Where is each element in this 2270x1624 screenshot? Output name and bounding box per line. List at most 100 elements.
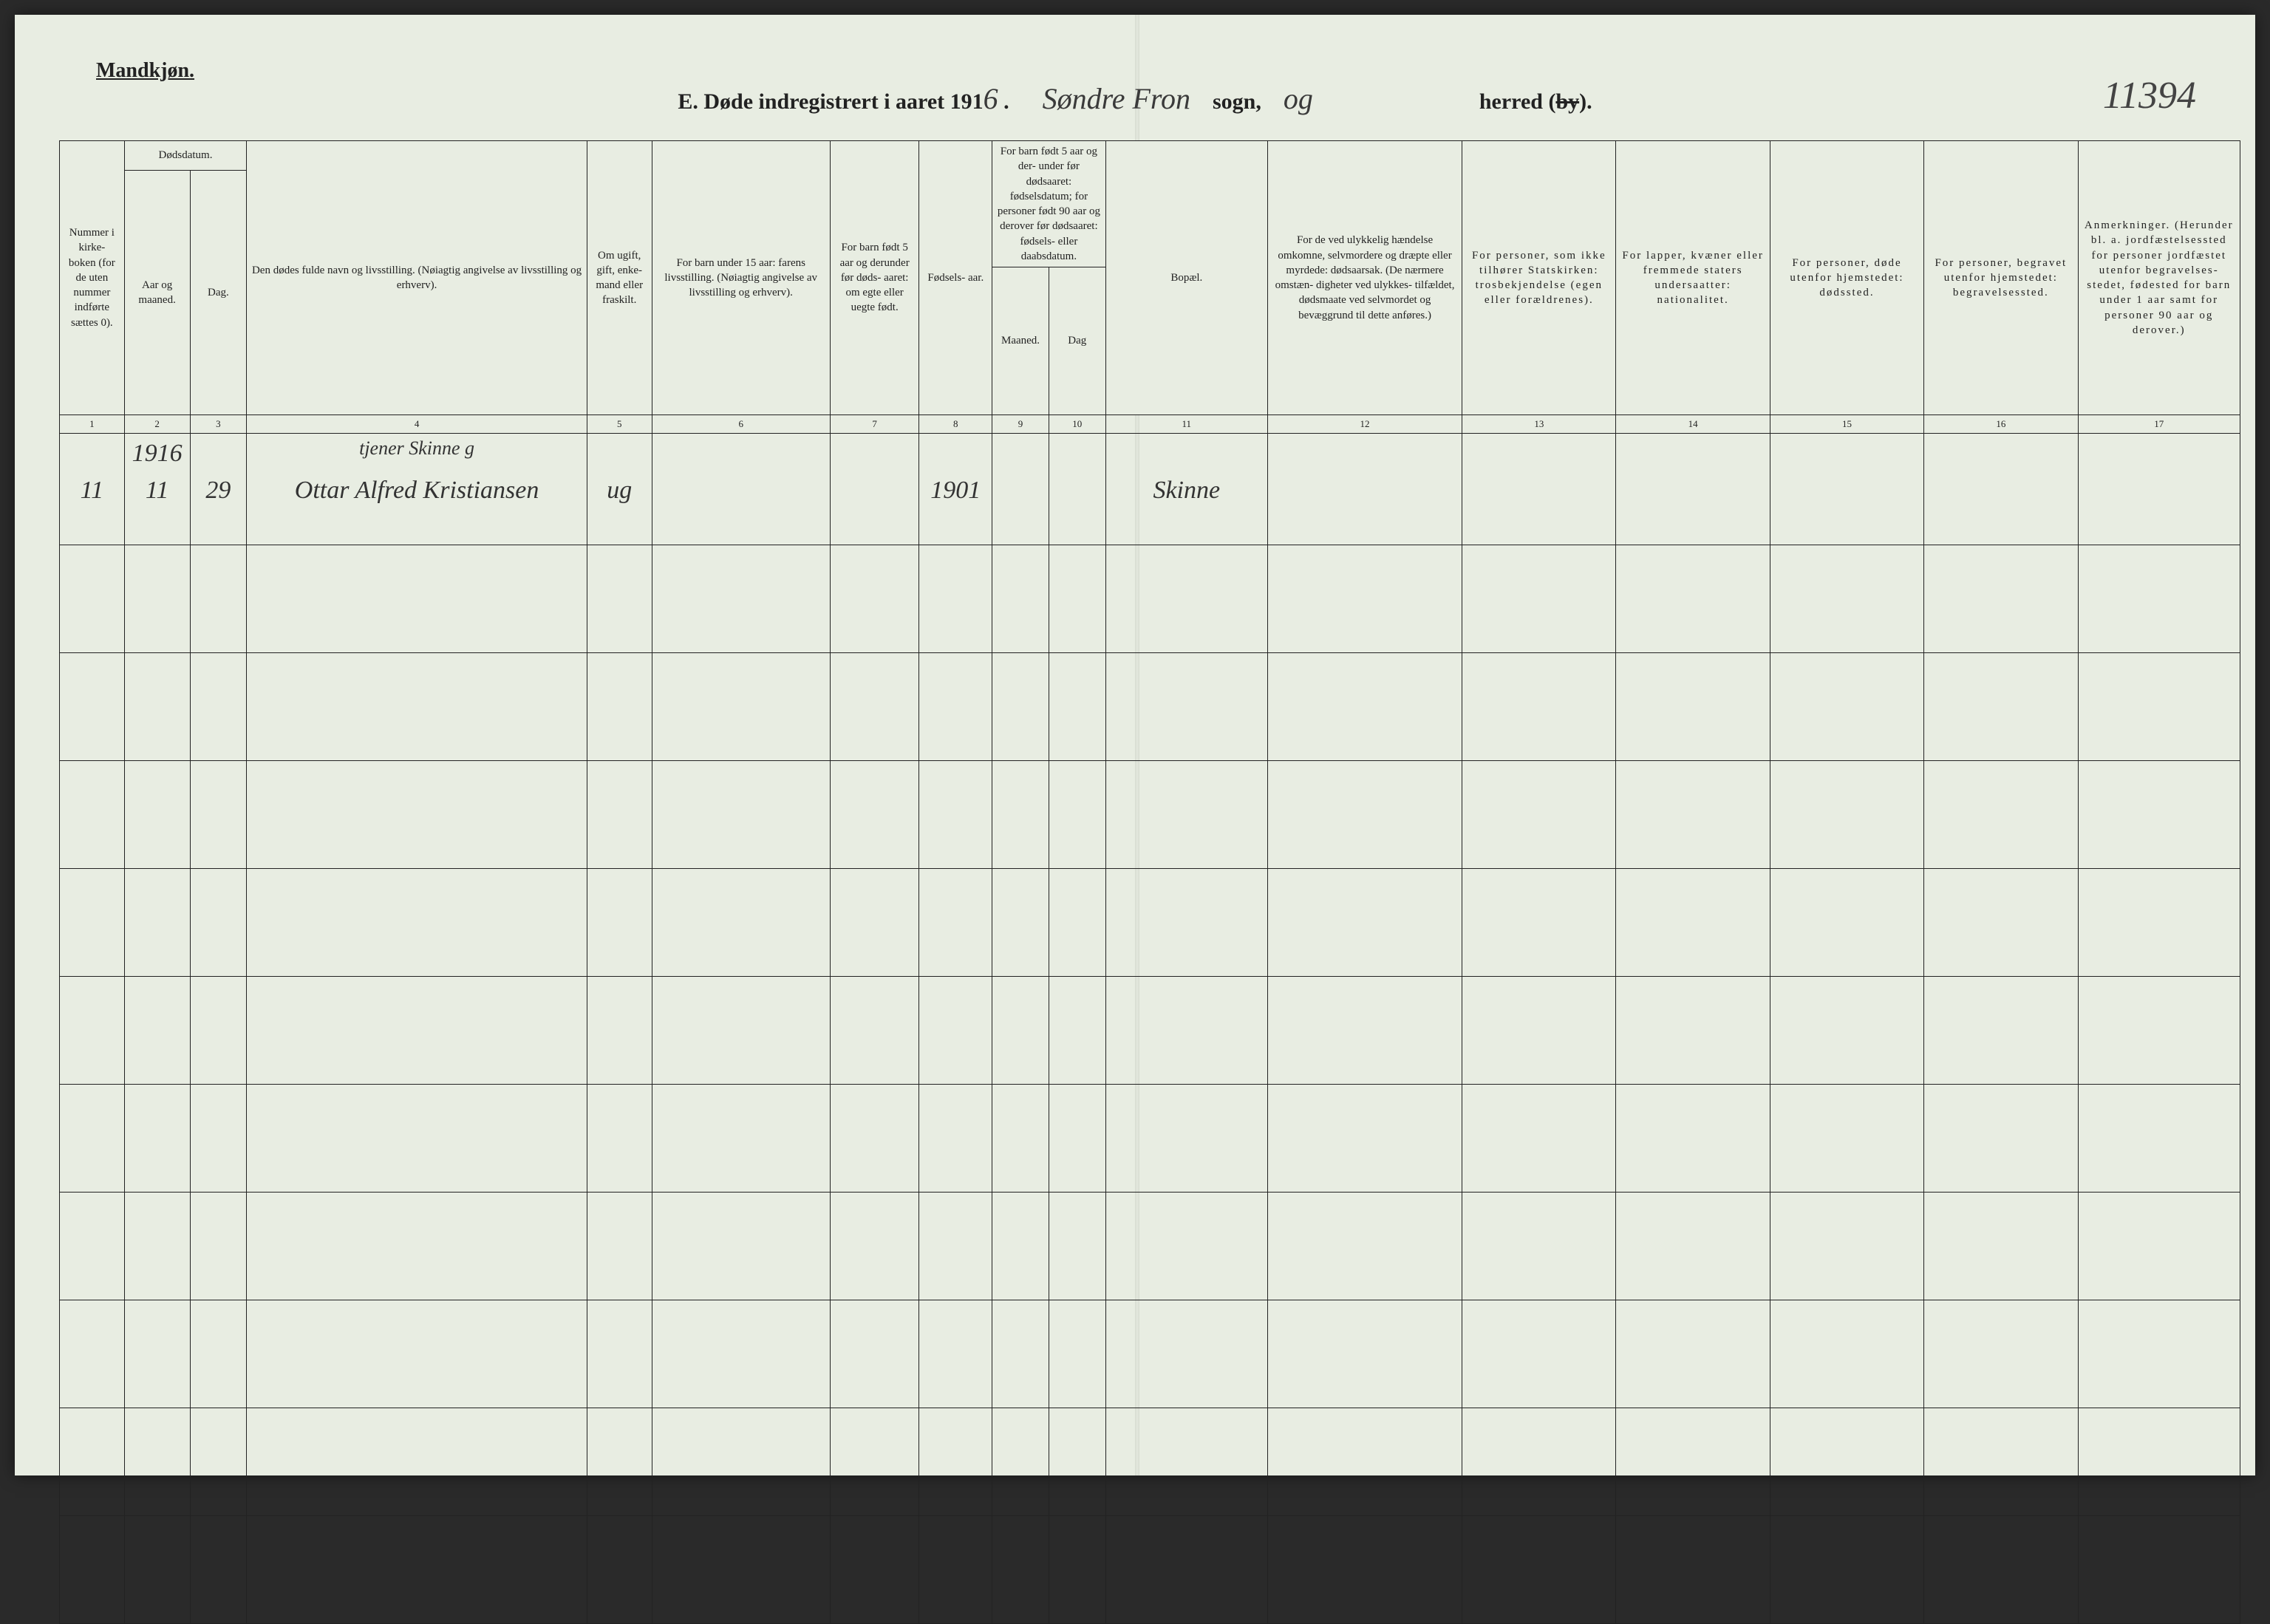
cell	[124, 1515, 190, 1623]
cell	[1267, 545, 1462, 652]
cell	[1049, 868, 1105, 976]
colnum-7: 7	[830, 415, 919, 434]
cell-bday	[1049, 471, 1105, 545]
cell	[1105, 1084, 1267, 1192]
cell	[1462, 976, 1616, 1084]
cell	[1049, 652, 1105, 760]
cell-nationality	[1616, 471, 1770, 545]
cell	[60, 976, 125, 1084]
cell	[1267, 1515, 1462, 1623]
cell	[919, 868, 992, 976]
cell	[2078, 1300, 2240, 1408]
ledger-table: Nummer i kirke- boken (for de uten numme…	[59, 140, 2240, 1624]
cell	[1267, 1084, 1462, 1192]
cell	[60, 545, 125, 652]
cell: tjener Skinne g	[247, 434, 587, 471]
cell-legit	[830, 471, 919, 545]
cell	[1267, 868, 1462, 976]
col-header-1: Nummer i kirke- boken (for de uten numme…	[60, 141, 125, 415]
cell	[1049, 976, 1105, 1084]
colnum-1: 1	[60, 415, 125, 434]
cell	[1462, 1515, 1616, 1623]
cell	[919, 1192, 992, 1300]
table-body: 1916tjener Skinne g111129Ottar Alfred Kr…	[60, 434, 2240, 1624]
cell-month: 11	[124, 471, 190, 545]
cell	[124, 1408, 190, 1515]
colnum-13: 13	[1462, 415, 1616, 434]
cell-residence: Skinne	[1105, 471, 1267, 545]
cell	[1267, 976, 1462, 1084]
cell	[652, 1192, 830, 1300]
cell	[1049, 1408, 1105, 1515]
col-header-7: For barn født 5 aar og derunder før døds…	[830, 141, 919, 415]
cell	[1924, 976, 2078, 1084]
cell	[247, 545, 587, 652]
parish-name: Søndre Fron	[1043, 82, 1190, 115]
colnum-11: 11	[1105, 415, 1267, 434]
cell	[1770, 1515, 1923, 1623]
cell	[247, 1084, 587, 1192]
cell	[830, 545, 919, 652]
cell	[919, 760, 992, 868]
cell	[124, 1300, 190, 1408]
cell	[652, 434, 830, 471]
cell	[1462, 868, 1616, 976]
cell	[1770, 1408, 1923, 1515]
cell	[992, 652, 1049, 760]
title-row: E. Døde indregistrert i aaret 1916 . Søn…	[15, 81, 2255, 116]
table-row	[60, 1408, 2240, 1515]
cell	[190, 1300, 247, 1408]
cell	[1616, 652, 1770, 760]
cell	[124, 652, 190, 760]
cell	[830, 434, 919, 471]
col-header-9: Maaned.	[992, 267, 1049, 415]
col-header-10: Dag	[1049, 267, 1105, 415]
colnum-9: 9	[992, 415, 1049, 434]
cell	[190, 1515, 247, 1623]
col-header-9-top: For barn født 5 aar og der- under før dø…	[992, 141, 1106, 267]
cell	[2078, 868, 2240, 976]
cell	[247, 1192, 587, 1300]
table-row	[60, 1300, 2240, 1408]
cell	[1105, 1192, 1267, 1300]
cell	[124, 868, 190, 976]
cell	[2078, 976, 2240, 1084]
cell	[1049, 1192, 1105, 1300]
cell-remarks	[2078, 471, 2240, 545]
cell	[1616, 545, 1770, 652]
colnum-12: 12	[1267, 415, 1462, 434]
cell	[652, 868, 830, 976]
col-header-2-top: Dødsdatum.	[124, 141, 247, 171]
cell	[190, 652, 247, 760]
cell	[1105, 1300, 1267, 1408]
cell	[1924, 1515, 2078, 1623]
cell	[1049, 760, 1105, 868]
cell	[247, 652, 587, 760]
cell	[652, 1515, 830, 1623]
cell	[2078, 652, 2240, 760]
cell	[60, 1300, 125, 1408]
cell-bmonth	[992, 471, 1049, 545]
col-header-12: For de ved ulykkelig hændelse omkomne, s…	[1267, 141, 1462, 415]
cell	[1105, 1515, 1267, 1623]
cell-father	[652, 471, 830, 545]
cell	[587, 868, 652, 976]
cell-name: Ottar Alfred Kristiansen	[247, 471, 587, 545]
cell	[830, 652, 919, 760]
cell	[992, 1300, 1049, 1408]
col-header-17: Anmerkninger. (Herunder bl. a. jordfæste…	[2078, 141, 2240, 415]
cell	[1105, 760, 1267, 868]
cell	[992, 1192, 1049, 1300]
cell	[190, 868, 247, 976]
cell	[60, 868, 125, 976]
cell-deathplace	[1770, 471, 1923, 545]
col-header-13: For personer, som ikke tilhører Statskir…	[1462, 141, 1616, 415]
cell	[587, 1084, 652, 1192]
cell	[919, 976, 992, 1084]
col-header-2: Aar og maaned.	[124, 171, 190, 415]
table-row	[60, 1192, 2240, 1300]
cell	[1267, 434, 1462, 471]
cell	[1462, 1300, 1616, 1408]
cell	[652, 545, 830, 652]
table-row	[60, 1084, 2240, 1192]
